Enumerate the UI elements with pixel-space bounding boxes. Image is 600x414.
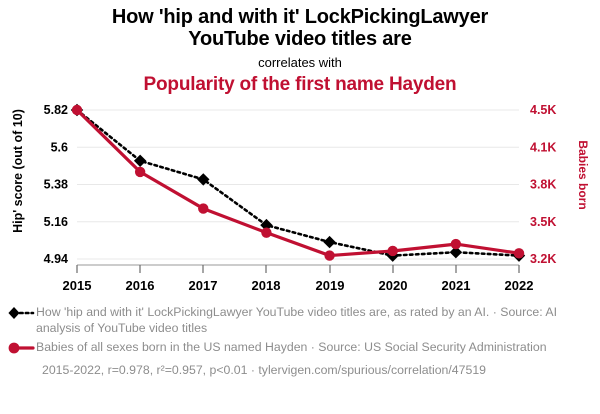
x-tick-label: 2022 (505, 278, 534, 293)
legend-item-babies-born: Babies of all sexes born in the US named… (6, 339, 600, 356)
series-line-1 (75, 108, 521, 257)
y-axis-left-title: Hip' score (out of 10) (11, 109, 25, 233)
data-point (513, 247, 525, 259)
data-point (323, 235, 336, 249)
y-left-tick-label: 5.82 (44, 103, 68, 117)
y-right-tick-label: 4.5K (530, 103, 556, 117)
x-axis-ticks: 2015 2016 2017 2018 2019 2020 2021 2022 (63, 278, 534, 293)
x-tick-label: 2015 (63, 278, 92, 293)
data-point (133, 154, 147, 167)
x-tick-label: 2016 (126, 278, 155, 293)
chart-title-block: How 'hip and with it' LockPickingLawyer … (0, 0, 600, 96)
gridlines (77, 109, 519, 260)
correlation-line-chart: 5.82 5.6 5.38 5.16 4.94 4.5K 4.1K 3.8K 3… (44, 103, 557, 293)
legend-item-hip-score: How 'hip and with it' LockPickingLawyer … (6, 304, 600, 336)
data-point (261, 227, 272, 238)
y-right-tick-label: 3.8K (530, 177, 556, 191)
y-axis-left-ticks: 5.82 5.6 5.38 5.16 4.94 (44, 103, 68, 266)
correlation-stats-footer: 2015-2022, r=0.978, r²=0.957, p<0.01 · t… (42, 363, 486, 378)
data-point (198, 203, 209, 214)
chart-legend: How 'hip and with it' LockPickingLawyer … (0, 304, 600, 379)
data-point (387, 245, 398, 257)
legend-label: How 'hip and with it' LockPickingLawyer … (36, 304, 557, 336)
x-tick-label: 2021 (442, 278, 471, 293)
y-right-tick-label: 3.5K (530, 215, 556, 229)
y-left-tick-label: 5.16 (44, 215, 68, 229)
red-circle-solid-line-icon (8, 342, 35, 354)
data-point (450, 238, 462, 250)
series-line-2 (75, 108, 521, 258)
data-point (324, 250, 335, 261)
y-left-tick-label: 5.6 (51, 140, 68, 154)
title-line-1: How 'hip and with it' LockPickingLawyer (111, 6, 489, 28)
black-diamond-dotted-line-icon (8, 306, 35, 319)
x-tick-label: 2019 (316, 278, 345, 293)
y-axis-right-title: Babies born (576, 140, 590, 210)
y-left-tick-label: 4.94 (44, 252, 68, 266)
legend-label: Babies of all sexes born in the US named… (36, 340, 547, 355)
chart-area: Hip' score (out of 10) Babies born 5.82 (0, 102, 600, 302)
plot-series-layer (70, 103, 526, 262)
x-axis-tickmarks (76, 264, 520, 273)
data-point (260, 218, 273, 232)
x-tick-label: 2018 (252, 278, 281, 293)
data-point (449, 245, 463, 259)
page-subtitle: Popularity of the first name Hayden (143, 74, 457, 96)
y-left-tick-label: 5.38 (44, 177, 68, 191)
y-right-tick-label: 4.1K (530, 140, 556, 154)
x-tick-label: 2020 (379, 278, 408, 293)
data-point (197, 173, 210, 186)
page-title: How 'hip and with it' LockPickingLawyer … (0, 6, 600, 51)
data-point (134, 166, 146, 178)
x-tick-label: 2017 (189, 278, 218, 293)
title-connector: correlates with (258, 54, 342, 70)
y-axis-right-ticks: 4.5K 4.1K 3.8K 3.5K 3.2K (530, 103, 556, 266)
data-point (71, 104, 83, 116)
y-right-tick-label: 3.2K (530, 252, 556, 266)
title-line-2: YouTube video titles are (188, 28, 412, 51)
